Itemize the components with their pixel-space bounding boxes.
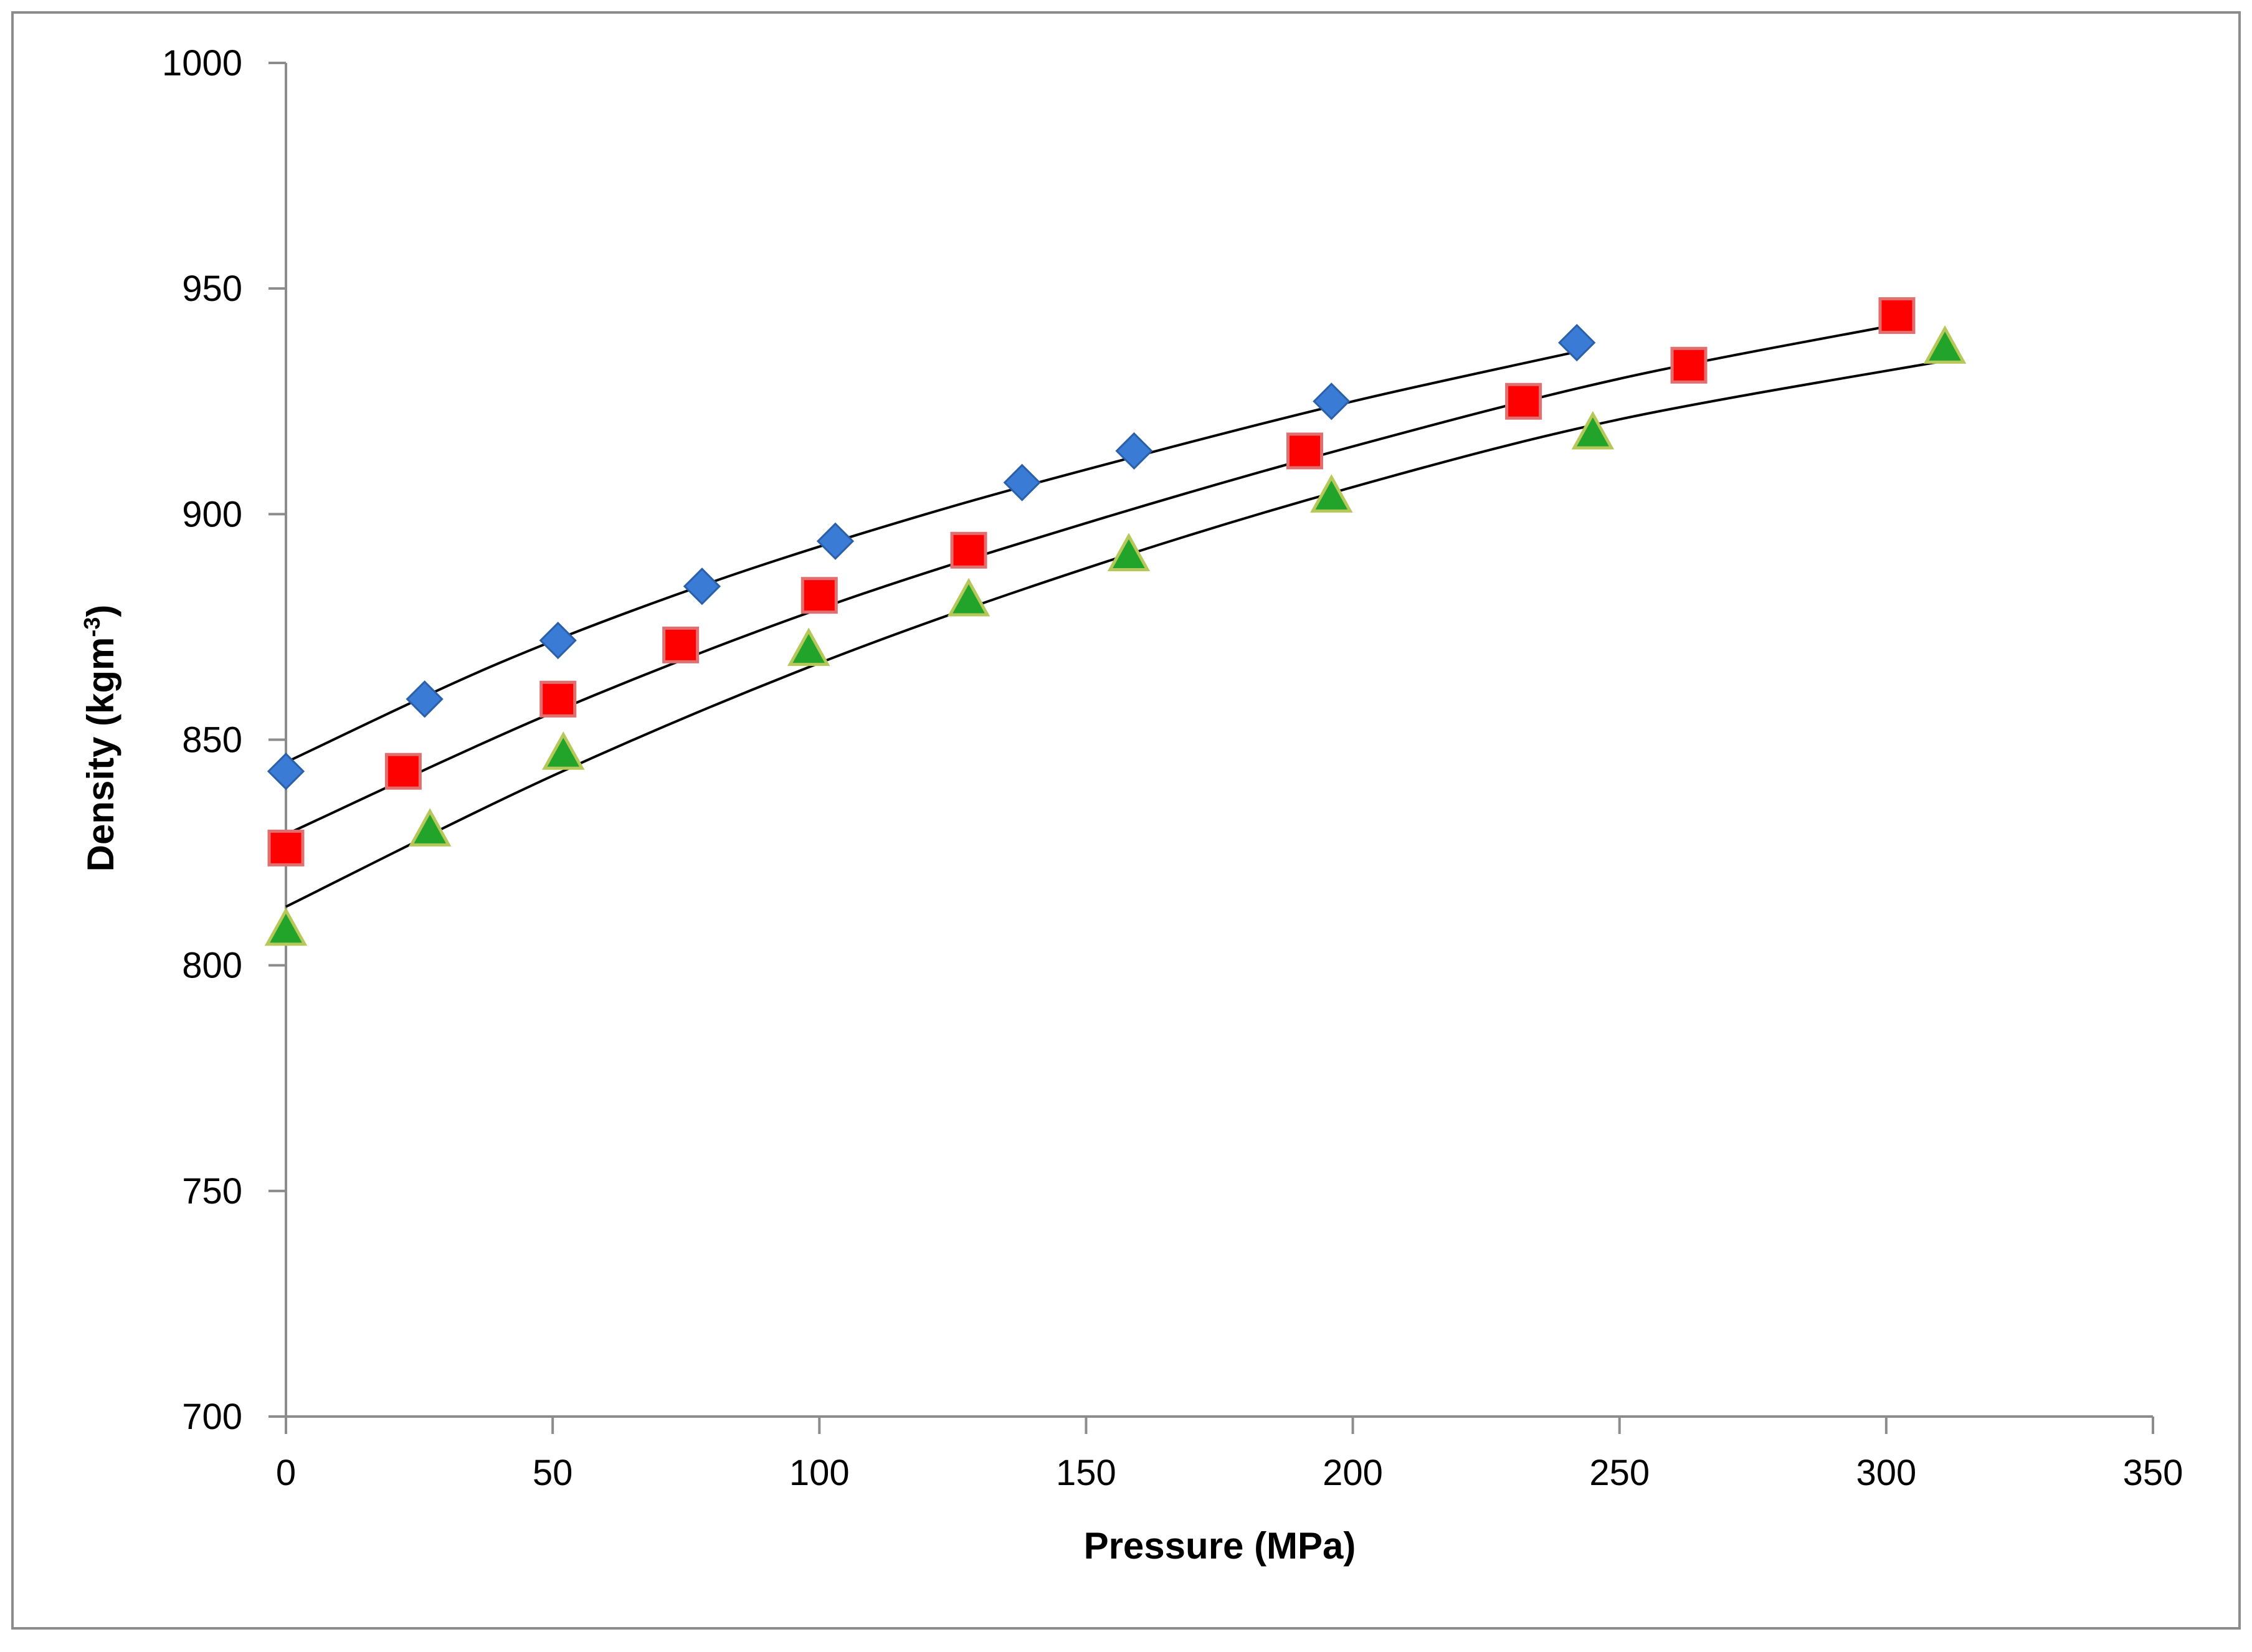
x-tick-label: 100 bbox=[789, 1453, 850, 1493]
y-axis-title-main: Density (kgm bbox=[80, 637, 121, 872]
data-point-square bbox=[1878, 297, 1916, 335]
x-axis-title: Pressure (MPa) bbox=[1084, 1525, 1356, 1567]
data-point-diamond bbox=[406, 680, 444, 718]
data-point-square bbox=[267, 829, 305, 866]
data-point-diamond bbox=[539, 622, 577, 660]
y-tick-label: 1000 bbox=[162, 43, 242, 83]
data-point-triangle bbox=[947, 577, 991, 617]
data-point-square bbox=[662, 626, 700, 663]
data-point-triangle bbox=[264, 907, 308, 946]
y-tick-label: 900 bbox=[182, 494, 242, 534]
data-point-triangle bbox=[1310, 474, 1353, 513]
y-axis-title: Density (kgm-3) bbox=[79, 605, 121, 872]
data-point-diamond bbox=[683, 567, 721, 605]
y-tick-label: 850 bbox=[182, 720, 242, 761]
data-point-triangle bbox=[408, 808, 452, 847]
y-tick-label: 750 bbox=[182, 1171, 242, 1212]
data-markers bbox=[264, 297, 1967, 946]
x-tick-label: 50 bbox=[533, 1453, 573, 1493]
data-point-triangle bbox=[542, 731, 585, 770]
data-point-square bbox=[1286, 432, 1324, 470]
y-tick-label: 950 bbox=[182, 268, 242, 309]
data-point-triangle bbox=[1107, 533, 1151, 572]
x-tick-label: 350 bbox=[2123, 1453, 2183, 1493]
data-point-square bbox=[384, 752, 422, 790]
data-point-square bbox=[1505, 382, 1542, 420]
x-tick-label: 300 bbox=[1856, 1453, 1916, 1493]
data-point-triangle bbox=[1923, 325, 1967, 364]
fit-curve-diamond bbox=[285, 350, 1577, 764]
fit-curve-triangle bbox=[285, 359, 1946, 908]
data-point-square bbox=[801, 577, 838, 614]
fit-curve-square bbox=[285, 323, 1898, 836]
x-tick-label: 250 bbox=[1589, 1453, 1650, 1493]
data-point-diamond bbox=[1003, 463, 1041, 501]
data-point-square bbox=[539, 680, 577, 718]
data-point-diamond bbox=[1558, 323, 1596, 362]
y-axis-title-close: ) bbox=[80, 605, 121, 617]
data-point-diamond bbox=[816, 522, 855, 560]
x-tick-label: 0 bbox=[276, 1453, 296, 1493]
data-point-diamond bbox=[1115, 432, 1153, 470]
data-point-square bbox=[950, 531, 987, 569]
y-tick-label: 700 bbox=[182, 1397, 242, 1437]
y-axis-title-superscript: -3 bbox=[79, 617, 105, 637]
x-tick-label: 150 bbox=[1056, 1453, 1116, 1493]
chart-frame bbox=[11, 11, 2241, 1630]
data-point-square bbox=[1670, 346, 1708, 384]
y-tick-label: 800 bbox=[182, 946, 242, 986]
data-point-diamond bbox=[1313, 382, 1351, 420]
x-tick-label: 200 bbox=[1323, 1453, 1383, 1493]
fit-curves bbox=[285, 323, 1946, 908]
axes: 700 750 800 850 900 950 1000 0 50 100 150 200 250 300… bbox=[162, 43, 2183, 1493]
data-point-triangle bbox=[1571, 411, 1615, 450]
data-point-diamond bbox=[267, 752, 305, 790]
data-point-triangle bbox=[787, 627, 830, 667]
